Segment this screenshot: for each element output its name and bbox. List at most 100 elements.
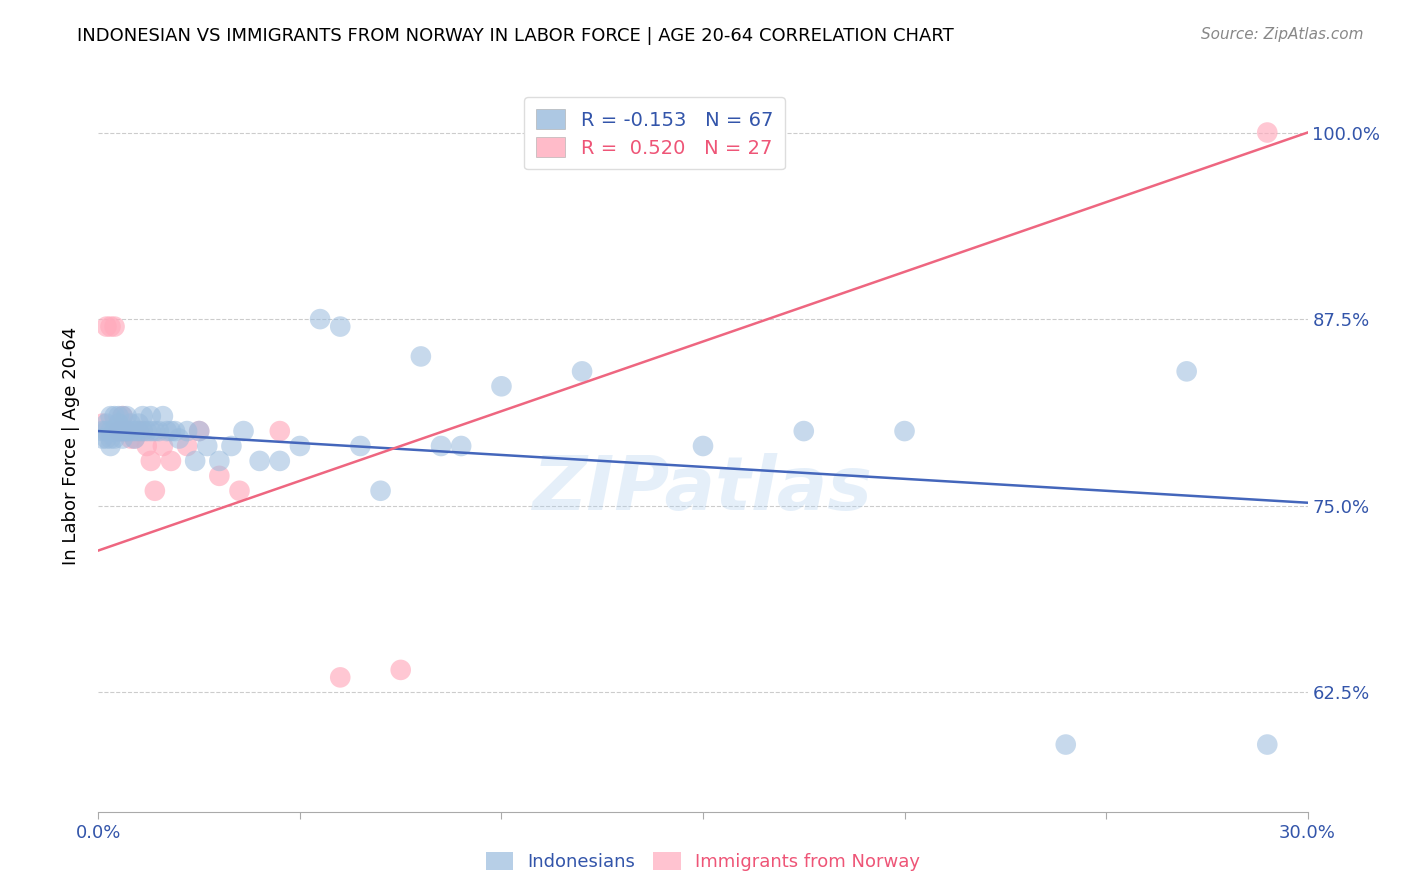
Point [111, 424, 134, 438]
Point [120, 424, 142, 438]
Point [143, 424, 166, 438]
Point [249, 454, 271, 468]
Point [188, 424, 211, 438]
Point [152, 409, 174, 424]
Y-axis label: In Labor Force | Age 20-64: In Labor Force | Age 20-64 [62, 326, 80, 566]
Point [1256, 126, 1278, 140]
Point [103, 319, 125, 334]
Point [208, 468, 231, 483]
Point [128, 424, 150, 438]
Point [195, 439, 218, 453]
Point [184, 454, 207, 468]
Point [107, 424, 129, 438]
Point [269, 424, 291, 438]
Point [124, 432, 146, 446]
Point [96, 424, 118, 438]
Point [128, 424, 150, 438]
Point [232, 424, 254, 438]
Point [132, 424, 155, 438]
Point [91, 424, 114, 438]
Point [100, 409, 122, 424]
Point [288, 439, 311, 453]
Point [115, 424, 138, 438]
Text: Source: ZipAtlas.com: Source: ZipAtlas.com [1201, 27, 1364, 42]
Point [409, 350, 432, 364]
Point [103, 432, 125, 446]
Point [156, 424, 179, 438]
Point [111, 432, 134, 446]
Point [208, 454, 231, 468]
Point [329, 319, 352, 334]
Point [128, 417, 150, 431]
Point [491, 379, 513, 393]
Point [124, 424, 146, 438]
Point [1175, 364, 1198, 378]
Text: INDONESIAN VS IMMIGRANTS FROM NORWAY IN LABOR FORCE | AGE 20-64 CORRELATION CHAR: INDONESIAN VS IMMIGRANTS FROM NORWAY IN … [77, 27, 955, 45]
Point [115, 424, 138, 438]
Point [389, 663, 412, 677]
Point [103, 424, 125, 438]
Point [96, 417, 118, 431]
Point [139, 409, 162, 424]
Point [370, 483, 392, 498]
Point [111, 409, 134, 424]
Point [135, 439, 157, 453]
Point [111, 424, 134, 438]
Point [107, 417, 129, 431]
Legend: R = -0.153   N = 67, R =  0.520   N = 27: R = -0.153 N = 67, R = 0.520 N = 27 [524, 97, 785, 169]
Point [188, 424, 211, 438]
Point [91, 432, 114, 446]
Point [160, 424, 183, 438]
Point [269, 454, 291, 468]
Point [309, 312, 332, 326]
Point [124, 432, 146, 446]
Point [111, 409, 134, 424]
Point [176, 439, 198, 453]
Point [349, 439, 371, 453]
Point [143, 483, 166, 498]
Point [329, 670, 352, 684]
Point [91, 417, 114, 431]
Point [111, 424, 134, 438]
Text: ZIPatlas: ZIPatlas [533, 453, 873, 526]
Point [1054, 738, 1077, 752]
Point [793, 424, 815, 438]
Point [430, 439, 453, 453]
Point [571, 364, 593, 378]
Point [115, 424, 138, 438]
Point [139, 424, 162, 438]
Point [893, 424, 915, 438]
Point [120, 417, 142, 431]
Point [160, 454, 183, 468]
Point [692, 439, 714, 453]
Point [167, 432, 190, 446]
Legend: Indonesians, Immigrants from Norway: Indonesians, Immigrants from Norway [479, 845, 927, 879]
Point [135, 424, 157, 438]
Point [120, 432, 142, 446]
Point [107, 409, 129, 424]
Point [107, 424, 129, 438]
Point [100, 432, 122, 446]
Point [139, 454, 162, 468]
Point [148, 424, 170, 438]
Point [132, 424, 155, 438]
Point [103, 409, 125, 424]
Point [107, 424, 129, 438]
Point [96, 432, 118, 446]
Point [228, 483, 250, 498]
Point [176, 424, 198, 438]
Point [152, 439, 174, 453]
Point [107, 424, 129, 438]
Point [115, 424, 138, 438]
Point [163, 424, 186, 438]
Point [450, 439, 472, 453]
Point [96, 319, 118, 334]
Point [103, 424, 125, 438]
Point [115, 409, 138, 424]
Point [100, 439, 122, 453]
Point [100, 319, 122, 334]
Point [1256, 738, 1278, 752]
Point [221, 439, 243, 453]
Point [132, 409, 155, 424]
Point [100, 424, 122, 438]
